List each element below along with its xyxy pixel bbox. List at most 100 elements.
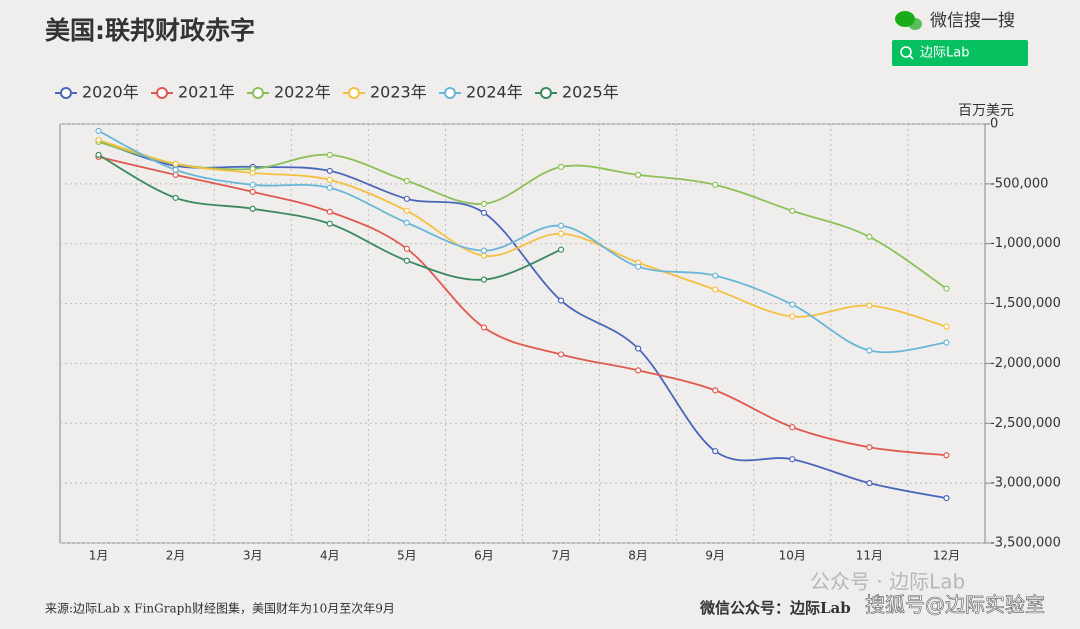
data-point	[403, 219, 410, 226]
y-tick-label: -1,500,000	[990, 296, 1061, 311]
x-tick-label: 11月	[856, 549, 883, 563]
y-tick-label: -3,000,000	[990, 476, 1061, 491]
data-point	[480, 247, 488, 254]
data-point	[635, 367, 642, 374]
x-tick-label: 8月	[628, 549, 648, 563]
watermark: 公众号 · 边际Lab	[810, 570, 965, 594]
legend-label: 2020年	[82, 83, 139, 102]
search-button-label: 边际Lab	[920, 46, 969, 61]
data-point	[95, 151, 102, 158]
data-point	[557, 297, 565, 304]
legend-swatch	[540, 87, 552, 99]
data-point	[95, 136, 102, 144]
legend-swatch	[348, 87, 360, 99]
x-tick-label: 10月	[779, 549, 806, 563]
data-point	[789, 207, 796, 214]
legend-swatch	[252, 87, 264, 99]
source: 来源:边际Lab x FinGraph财经图集，美国财年为10月至次年9月	[45, 601, 395, 616]
data-point	[249, 205, 256, 212]
data-point	[249, 188, 256, 195]
data-point	[866, 233, 873, 240]
legend-label: 2022年	[274, 83, 331, 102]
data-point	[712, 286, 719, 293]
data-point	[943, 339, 950, 346]
credit: 微信公众号：边际Lab	[699, 599, 851, 617]
watermark: 搜狐号@边际实验室	[865, 593, 1045, 617]
data-point	[326, 151, 333, 158]
y-tick-label: -1,000,000	[990, 236, 1061, 251]
data-point	[326, 184, 333, 191]
data-point	[635, 171, 642, 178]
legend-label: 2024年	[466, 83, 523, 102]
data-point	[480, 276, 488, 283]
data-point	[557, 246, 565, 253]
search-label: 微信搜一搜	[930, 11, 1015, 31]
data-point	[557, 163, 565, 170]
data-point	[403, 245, 410, 252]
data-point	[712, 448, 719, 455]
data-point	[480, 200, 488, 207]
data-point	[172, 194, 179, 201]
x-tick-label: 3月	[243, 549, 263, 563]
data-point	[866, 302, 873, 309]
data-point	[635, 263, 642, 270]
data-point	[326, 167, 333, 175]
x-tick-label: 6月	[474, 549, 494, 563]
data-point	[403, 177, 410, 184]
y-tick-label: -3,500,000	[990, 536, 1061, 551]
data-point	[480, 252, 488, 259]
data-point	[712, 181, 719, 188]
data-point	[326, 220, 333, 227]
data-point	[866, 444, 873, 451]
data-point	[866, 480, 873, 487]
y-tick-label: -500,000	[990, 176, 1048, 191]
x-tick-label: 12月	[933, 549, 960, 563]
data-point	[943, 285, 950, 292]
x-tick-label: 5月	[397, 549, 417, 563]
data-point	[789, 424, 796, 431]
search-icon	[900, 46, 912, 58]
legend-label: 2023年	[370, 83, 427, 102]
data-point	[172, 166, 179, 173]
x-tick-label: 7月	[551, 549, 571, 563]
data-point	[480, 324, 488, 331]
series-line	[98, 130, 947, 354]
x-tick-label: 9月	[705, 549, 725, 563]
data-point	[249, 181, 256, 188]
data-point	[943, 452, 950, 459]
data-point	[557, 222, 565, 229]
data-point	[403, 195, 410, 202]
y-tick-label: 0	[990, 117, 998, 132]
chart-title: 美国:联邦财政赤字	[45, 16, 255, 45]
legend-label: 2025年	[562, 83, 619, 102]
x-tick-label: 1月	[89, 549, 109, 563]
data-point	[172, 160, 179, 167]
data-point	[943, 495, 950, 502]
legend-swatch	[156, 87, 168, 99]
y-tick-label: -2,000,000	[990, 356, 1061, 371]
data-point	[712, 387, 719, 394]
data-point	[480, 209, 488, 216]
x-tick-label: 2月	[166, 549, 186, 563]
data-point	[326, 176, 333, 184]
data-point	[789, 313, 796, 320]
data-point	[326, 208, 333, 215]
legend-swatch	[444, 87, 456, 99]
data-point	[712, 272, 719, 279]
y-axis-label: 百万美元	[958, 103, 1014, 119]
data-point	[557, 230, 565, 237]
x-tick-label: 4月	[320, 549, 340, 563]
data-point	[789, 301, 796, 308]
data-point	[789, 456, 796, 463]
data-point	[172, 171, 179, 178]
legend-swatch	[60, 87, 72, 99]
search-icon	[909, 55, 914, 60]
legend-label: 2021年	[178, 83, 235, 102]
data-point	[95, 127, 102, 135]
search-button[interactable]	[892, 40, 1028, 66]
data-point	[403, 257, 410, 264]
data-point	[557, 351, 565, 358]
